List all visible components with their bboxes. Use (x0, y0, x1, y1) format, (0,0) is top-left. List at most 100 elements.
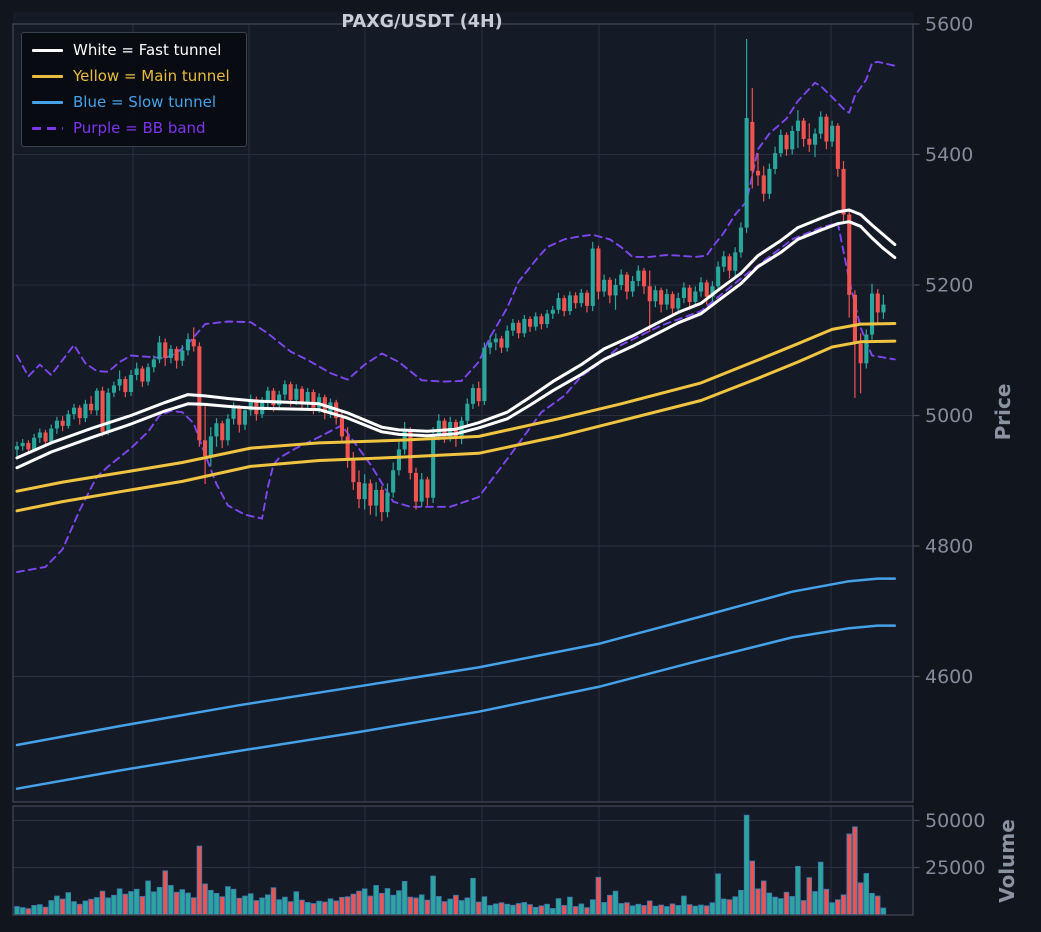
volume-bar (515, 903, 522, 915)
candle-body (818, 116, 823, 134)
candle-body (482, 347, 487, 402)
volume-bar (652, 905, 659, 915)
volume-bar (795, 865, 801, 915)
candle-body (693, 291, 698, 302)
line-sample-icon (32, 74, 63, 79)
candle-body (687, 287, 692, 302)
candle-body (624, 274, 629, 292)
candle-body (710, 286, 715, 297)
candle-body (277, 394, 282, 405)
candle-body (562, 298, 567, 312)
volume-bar (299, 899, 305, 915)
candle-body (288, 384, 293, 400)
candle-body (208, 436, 213, 456)
volume-bar (521, 902, 528, 915)
volume-bar (128, 891, 134, 915)
volume-bar (578, 903, 585, 915)
candle-body (676, 298, 681, 309)
candle-body (716, 266, 721, 287)
candle-body (738, 227, 743, 253)
candle-body (203, 440, 208, 456)
volume-bar (658, 904, 664, 915)
volume-bar (544, 903, 550, 915)
candle-body (499, 338, 504, 348)
volume-bar (265, 894, 271, 915)
dashed-line-sample-icon (32, 126, 63, 131)
candle-body (180, 350, 185, 361)
candle-body (470, 388, 475, 404)
volume-bar (709, 902, 716, 915)
candle-body (539, 316, 544, 325)
volume-bar (584, 907, 590, 915)
volume-bar (692, 905, 699, 915)
volume-bar (339, 896, 345, 915)
volume-bar (698, 904, 704, 915)
candle-body (459, 420, 464, 439)
volume-bar (253, 900, 260, 915)
volume-bar (179, 889, 186, 915)
volume-bar (840, 894, 847, 915)
volume-bar (857, 882, 864, 915)
volume-bar (430, 875, 436, 915)
volume-bars (14, 814, 887, 915)
candle-body (425, 479, 430, 498)
candle-body (49, 428, 54, 442)
candle-body (265, 390, 270, 402)
volume-bar (629, 905, 636, 915)
axis-tick-label: 4800 (925, 536, 973, 558)
candle-body (123, 379, 128, 393)
volume-bar (441, 901, 448, 915)
volume-bar (749, 860, 756, 915)
volume-bar (669, 903, 676, 915)
volume-bar (789, 896, 795, 915)
candle-body (385, 492, 390, 513)
candle-body (756, 170, 761, 176)
volume-bar (25, 908, 32, 915)
volume-bar (715, 873, 721, 915)
volume-bar (470, 877, 476, 915)
volume-bar (82, 900, 89, 915)
volume-bar (196, 845, 203, 915)
candle-body (727, 256, 732, 271)
candle-body (801, 120, 806, 139)
candle-body (83, 403, 88, 419)
volume-bar (413, 897, 419, 915)
candle-body (858, 343, 863, 364)
volume-bar (436, 896, 442, 915)
volume-bar (475, 901, 482, 915)
volume-bar (396, 890, 402, 915)
panel-spines (12, 23, 914, 916)
candle-body (89, 403, 94, 411)
volume-bar (618, 903, 624, 915)
candle-body (642, 270, 647, 287)
candle-body (94, 390, 99, 411)
volume-bar (270, 887, 277, 915)
volume-bar (327, 898, 334, 915)
candle-body (396, 449, 401, 471)
volume-bar (94, 897, 100, 915)
candle-body (60, 420, 65, 426)
volume-bar (322, 901, 328, 915)
candle-body (311, 392, 316, 408)
volume-bar (282, 896, 288, 915)
candle-body (670, 294, 675, 309)
volume-bar (168, 885, 174, 915)
candle-body (66, 414, 71, 426)
volume-bar (464, 897, 471, 915)
axis-tick-label: 4600 (925, 666, 973, 688)
candle-body (419, 479, 424, 502)
line-sample-icon (32, 48, 63, 53)
volume-bar (208, 889, 214, 915)
candle-body (659, 290, 664, 305)
volume-bar (424, 899, 431, 915)
candle-body (345, 436, 350, 460)
volume-bar (333, 900, 339, 915)
volume-bar (607, 894, 613, 915)
candle-body (824, 116, 829, 142)
candle-body (870, 293, 875, 335)
candle-body (362, 483, 367, 500)
volume-bar (48, 900, 54, 915)
volume-bar (703, 905, 710, 915)
volume-axis-label: Volume (995, 819, 1019, 903)
candle-body (841, 168, 846, 215)
